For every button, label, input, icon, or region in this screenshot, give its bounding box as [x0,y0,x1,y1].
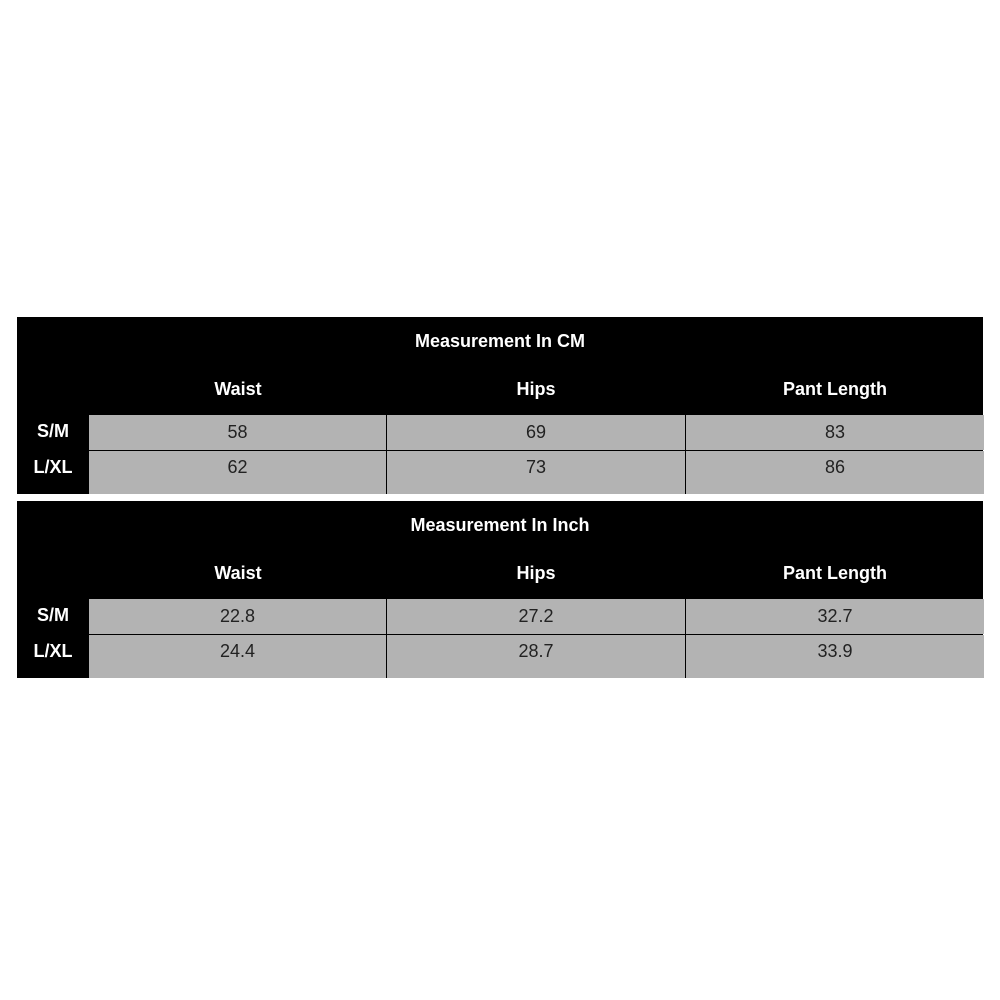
column-header: Waist [214,379,262,399]
table-title: Measurement In CM [414,331,586,351]
column-header: Hips [516,379,556,399]
table-cell: 27.2 [387,599,685,634]
table-cell: 28.7 [387,635,685,678]
row-header: L/XL [33,641,73,661]
size-table-1: Measurement In Inch Waist Hips Pant Length S… [17,501,984,678]
table-cell: 32.7 [686,599,984,634]
table-title: Measurement In Inch [410,515,590,535]
column-header: Pant Length [783,379,887,399]
table-cell: 86 [686,451,984,494]
table-cell: 33.9 [686,635,984,678]
column-header: Waist [214,563,262,583]
table-cell: 83 [686,415,984,450]
column-header: Hips [516,563,556,583]
table-cell: 73 [387,451,685,494]
table-cell: 58 [89,415,386,450]
table-cell: 24.4 [89,635,386,678]
row-header: S/M [36,605,69,625]
table-cell: 62 [89,451,386,494]
table-cell: 22.8 [89,599,386,634]
table-cell: 69 [387,415,685,450]
row-header: L/XL [33,457,73,477]
column-header: Pant Length [783,563,887,583]
row-header: S/M [36,421,69,441]
size-table-0: Measurement In CM Waist Hips Pant Length S/M… [17,317,984,494]
